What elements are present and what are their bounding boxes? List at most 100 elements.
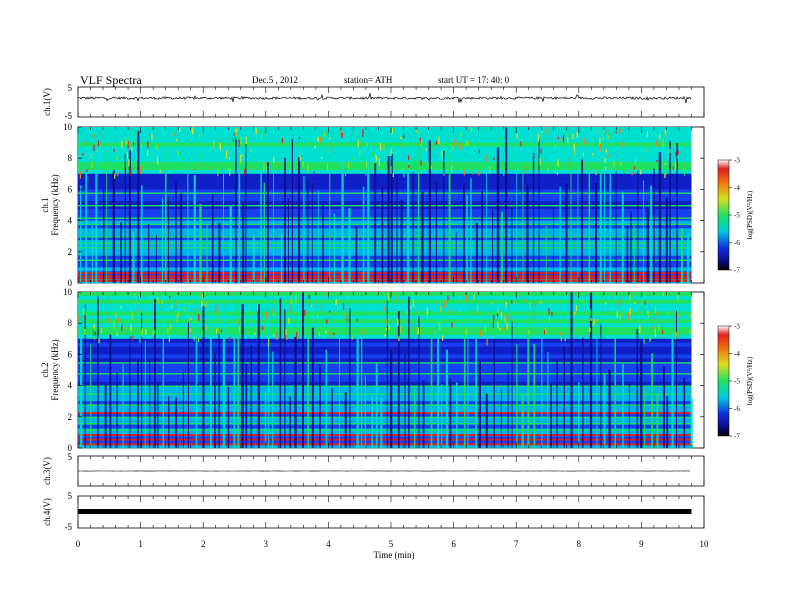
spectrogram-speckle <box>278 306 280 312</box>
spectrogram-row <box>78 134 692 139</box>
spectrogram-speckle <box>140 166 142 174</box>
spectrogram-speckle <box>359 149 361 155</box>
spectrogram-speckle <box>506 322 508 330</box>
spectrogram-speckle <box>572 313 574 319</box>
spectrogram-speckle <box>581 300 583 309</box>
spectrogram-sferic <box>553 207 554 283</box>
spectrogram-sferic <box>505 127 508 283</box>
spectrogram-speckle <box>194 320 197 323</box>
spectrogram-speckle <box>149 133 151 138</box>
spectrogram-speckle <box>414 324 416 332</box>
spectrogram-row <box>78 444 692 449</box>
spectrogram-speckle <box>199 133 201 138</box>
spectrogram-speckle <box>493 315 495 321</box>
spectrogram-speckle <box>108 299 110 305</box>
spectrogram-speckle <box>427 162 430 169</box>
spectrogram-speckle <box>544 329 546 335</box>
spectrogram-speckle <box>623 166 625 174</box>
spectrogram-sferic <box>284 309 286 448</box>
spectrogram-speckle <box>263 165 265 172</box>
spectrogram-sferic <box>202 306 205 448</box>
spectrogram-speckle <box>605 167 607 170</box>
spectrogram-row <box>78 370 692 375</box>
spectrogram-sferic <box>656 394 659 448</box>
spectrogram-speckle <box>169 295 171 299</box>
spectrogram-sferic <box>596 332 598 448</box>
ch2-spectrogram-ylabel: Frequency (kHz) <box>50 339 60 400</box>
spectrogram-sferic <box>187 134 189 283</box>
spectrogram-speckle <box>383 144 385 151</box>
spectrogram-sferic <box>280 233 283 283</box>
spectrogram-speckle <box>271 308 273 313</box>
spectrogram-speckle <box>273 313 275 317</box>
spectrogram-speckle <box>660 321 662 328</box>
spectrogram-speckle <box>465 294 467 302</box>
spectrogram-row <box>78 166 692 171</box>
spectrogram-speckle <box>648 315 650 318</box>
spectrogram-speckle <box>84 328 86 335</box>
spectrogram-sferic <box>390 350 393 448</box>
spectrogram-speckle <box>540 131 543 134</box>
spectrogram-speckle <box>201 330 203 338</box>
spectrogram-row <box>78 228 692 233</box>
spectrogram-sferic <box>116 373 118 448</box>
ch1-spectrogram-panel: 0 2 4 6 8 10 ch.1 Frequency (kHz) <box>40 122 705 288</box>
ch3-ytick-top: 5 <box>68 452 73 462</box>
spectrogram-speckle <box>529 302 531 309</box>
spectrogram-speckle <box>557 136 559 140</box>
spectrogram-speckle <box>116 156 118 161</box>
spectrogram-sferic <box>356 334 359 448</box>
spectrogram-sferic <box>467 294 469 448</box>
spectrogram-speckle <box>236 297 238 305</box>
spectrogram-row <box>78 342 692 347</box>
spectrogram-row <box>78 275 692 280</box>
spectrogram-speckle <box>388 325 390 330</box>
spectrogram-row <box>78 424 692 429</box>
spectrogram-speckle <box>464 318 466 323</box>
spectrogram-speckle <box>451 165 453 173</box>
x-axis-tick-labels: 0 1 2 3 4 5 6 7 8 9 10 <box>76 539 709 549</box>
spectrogram-sferic <box>218 222 221 283</box>
spectrogram-speckle <box>372 151 374 157</box>
spectrogram-speckle <box>485 302 487 307</box>
spectrogram-sferic <box>614 330 616 448</box>
spectrogram-row <box>78 181 692 186</box>
spectrogram-speckle <box>220 329 222 333</box>
spectrogram-speckle <box>620 161 622 166</box>
spectrogram-speckle <box>317 136 319 142</box>
spectrogram-ytick-label: 8 <box>68 318 73 328</box>
spectrogram-sferic <box>104 385 107 448</box>
spectrogram-speckle <box>635 299 637 303</box>
spectrogram-sferic <box>112 170 115 283</box>
spectrogram-speckle <box>659 134 661 140</box>
spectrogram-sferic <box>412 172 414 283</box>
spectrogram-band <box>78 416 692 419</box>
spectrogram-speckle <box>254 332 256 335</box>
spectrogram-row <box>78 338 692 343</box>
ch2-spectrogram-yticks: 0 2 4 6 8 10 <box>63 287 704 453</box>
ch3-ylabel: ch.3(V) <box>42 457 52 485</box>
spectrogram-speckle <box>131 335 133 341</box>
x-tick-label: 8 <box>577 539 582 549</box>
spectrogram-speckle <box>347 300 349 306</box>
spectrogram-speckle <box>441 150 443 157</box>
spectrogram-speckle <box>335 299 337 306</box>
spectrogram-speckle <box>618 300 620 307</box>
spectrogram-speckle <box>460 142 462 150</box>
spectrogram-speckle <box>124 319 126 327</box>
spectrogram-band <box>78 393 692 395</box>
ch1-spectrogram-image <box>78 127 692 284</box>
spectrogram-sferic <box>390 154 393 283</box>
spectrogram-speckle <box>407 167 409 171</box>
spectrogram-speckle <box>496 312 499 317</box>
spectrogram-speckle <box>560 332 562 336</box>
spectrogram-speckle <box>311 305 313 308</box>
spectrogram-speckle <box>662 292 664 297</box>
spectrogram-speckle <box>182 306 184 309</box>
spectrogram-speckle <box>390 148 392 156</box>
spectrogram-speckle <box>133 142 135 146</box>
spectrogram-speckle <box>346 309 348 314</box>
spectrogram-speckle <box>299 156 301 161</box>
spectrogram-row <box>78 401 692 406</box>
ch2-colorbar-label: log(PSD)(V²/Hz) <box>746 356 754 405</box>
